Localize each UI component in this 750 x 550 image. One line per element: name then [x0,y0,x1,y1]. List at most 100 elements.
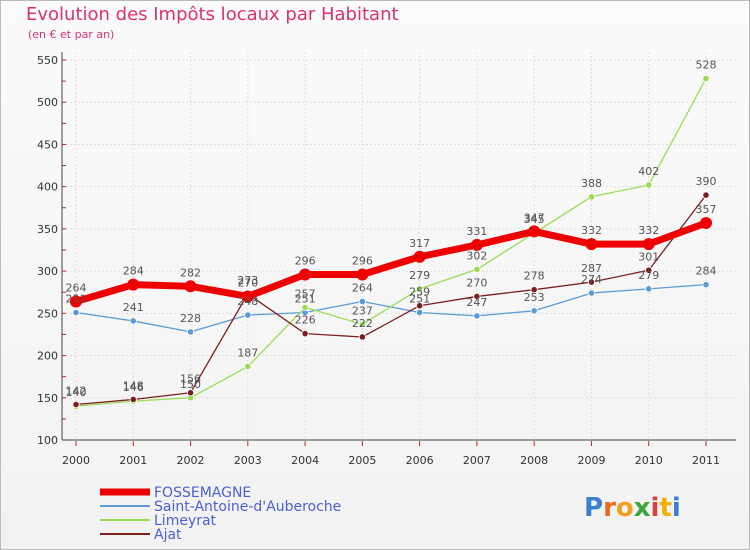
series-line-limeyrat [75,78,707,407]
data-label: 388 [581,177,602,190]
data-label: 357 [696,203,717,216]
data-label: 284 [696,265,717,278]
data-label: 273 [237,274,258,287]
data-label: 146 [123,381,144,394]
data-point [186,389,195,397]
logo-letter: i [672,493,681,523]
data-point [413,250,426,263]
y-tick-label: 350 [37,223,58,236]
data-label: 270 [237,276,258,289]
y-tick-label: 450 [37,138,58,151]
data-label: 390 [696,175,717,188]
data-point [528,225,541,238]
x-tick-label: 2008 [520,454,548,467]
logo-text: Proxiti [584,493,681,523]
data-label: 279 [638,269,659,282]
data-label: 228 [180,312,201,325]
data-label: 156 [180,373,201,386]
data-point [301,329,309,338]
y-tick-label: 100 [37,434,58,447]
data-label: 247 [466,296,487,309]
data-point [127,278,140,291]
data-label: 251 [295,292,316,305]
data-point [358,333,366,341]
data-point [356,268,369,281]
data-label: 332 [638,224,659,237]
data-point [587,193,596,201]
axes: 100 150 200 250 300 350 400 450 500 550 2000 2001 20… [37,52,736,467]
y-tick-label: 300 [37,265,58,278]
logo-letter: x [634,493,651,523]
data-label: 264 [66,282,87,295]
data-label: 251 [409,292,430,305]
data-point [358,297,366,306]
data-label: 296 [352,254,373,267]
data-label: 282 [180,266,201,279]
series-layer [70,74,712,410]
legend-label: Limeyrat [154,513,217,529]
y-tick-label: 250 [37,307,58,320]
series-line-ajat [75,194,707,406]
y-tick-label: 200 [37,350,58,363]
data-label: 302 [466,249,487,262]
data-point [244,362,252,371]
data-point [416,285,424,293]
logo-letter: t [659,493,671,523]
data-point [473,292,481,301]
data-point [470,238,483,251]
chart-title: Evolution des Impôts locaux par Habitant [26,4,399,25]
logo-letter: o [616,493,634,523]
x-tick-label: 2004 [291,454,319,467]
data-point [645,285,653,293]
data-point [645,181,653,189]
data-point [416,308,424,317]
data-point [70,295,82,308]
data-label: 222 [352,317,373,330]
data-point [301,303,309,312]
chart-subtitle: (en € et par an) [28,28,115,41]
data-label: 528 [696,59,717,72]
data-label: 140 [66,386,87,399]
data-point [530,307,538,315]
data-label: 148 [123,379,144,392]
data-point [587,278,596,286]
data-label: 142 [66,385,87,398]
data-point [72,308,80,317]
data-label: 331 [466,225,487,238]
data-label: 264 [352,282,373,295]
data-label: 248 [237,295,258,308]
data-point [244,311,252,319]
data-label: 253 [524,291,545,304]
data-label: 287 [581,262,602,275]
data-label: 301 [638,250,659,263]
data-point [587,289,596,297]
data-label: 284 [123,265,144,278]
data-label: 150 [180,378,201,391]
data-label: 237 [352,304,373,317]
x-tick-label: 2007 [463,454,491,467]
data-point [645,266,653,274]
x-tick-label: 2005 [348,454,376,467]
x-tick-label: 2009 [577,454,605,467]
data-point [186,328,195,336]
x-tick-label: 2002 [177,454,205,467]
data-point [416,302,424,310]
y-tick-label: 400 [37,181,58,194]
legend: FOSSEMAGNESaint-Antoine-d'AuberocheLimey… [100,485,341,543]
data-point [585,238,598,251]
legend-label: Ajat [154,527,182,543]
data-point [358,320,366,328]
grid [62,52,736,441]
legend-label: Saint-Antoine-d'Auberoche [154,499,341,515]
data-label: 402 [638,165,659,178]
data-label: 241 [123,301,144,314]
data-point [473,265,481,274]
data-label: 279 [409,269,430,282]
y-tick-label: 500 [37,96,58,109]
x-tick-label: 2001 [119,454,147,467]
data-point [642,238,655,251]
data-label: 251 [66,292,87,305]
data-label: 226 [295,314,316,327]
data-point [184,280,197,293]
series-line-fossemagne [75,219,708,305]
